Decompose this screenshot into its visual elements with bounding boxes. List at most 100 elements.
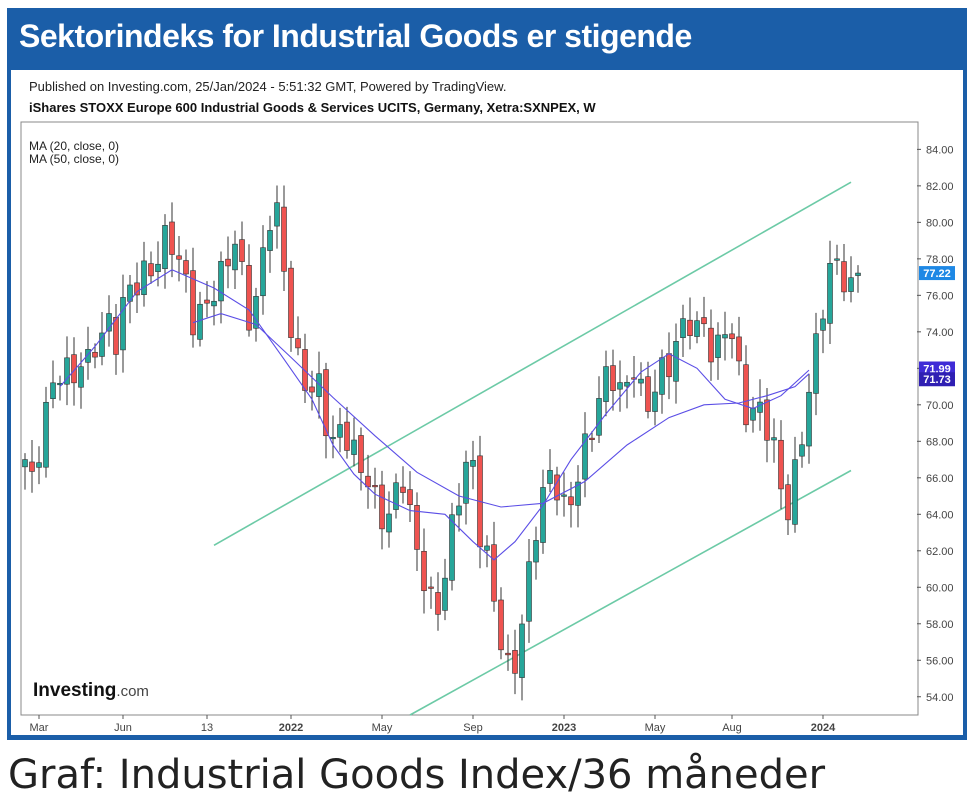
x-tick-label: 13	[201, 722, 213, 734]
x-tick-label: 2023	[552, 722, 576, 734]
candle-down	[743, 364, 749, 426]
y-tick-label: 80.00	[926, 217, 954, 229]
candle-up	[624, 381, 630, 387]
candle-up	[456, 505, 462, 516]
candle-up	[519, 623, 525, 678]
candlestick-chart[interactable]: 84.0082.0080.0078.0076.0074.0072.0070.00…	[11, 70, 963, 735]
candle-up	[330, 436, 336, 440]
candle-down	[435, 592, 441, 615]
candle-down	[631, 377, 637, 380]
candle-down	[400, 486, 406, 493]
candle-down	[372, 485, 378, 488]
y-tick-label: 70.00	[926, 400, 954, 412]
candle-up	[260, 247, 266, 297]
candle-up	[799, 444, 805, 457]
candle-down	[610, 365, 616, 391]
candle-up	[141, 260, 147, 295]
candle-up	[652, 391, 658, 412]
candle-up	[673, 341, 679, 382]
candle-down	[729, 333, 735, 340]
candle-up	[757, 401, 763, 413]
y-tick-label: 64.00	[926, 509, 954, 521]
x-tick-label: 2024	[811, 722, 836, 734]
ma20-line	[59, 269, 810, 561]
candle-down	[71, 354, 77, 384]
candle-up	[638, 378, 644, 384]
candle-up	[449, 514, 455, 581]
candle-up	[750, 408, 756, 421]
indicator-label: MA (50, close, 0)	[29, 152, 119, 166]
x-tick-label: Jun	[114, 722, 132, 734]
candle-up	[470, 460, 476, 467]
candle-up	[540, 487, 546, 543]
candle-down	[344, 421, 350, 451]
candle-down	[841, 261, 847, 293]
y-tick-label: 82.00	[926, 181, 954, 193]
candle-up	[547, 470, 553, 484]
candle-up	[267, 230, 273, 251]
y-tick-label: 62.00	[926, 546, 954, 558]
x-tick-label: May	[645, 722, 666, 734]
candle-up	[827, 263, 833, 324]
candle-down	[246, 265, 252, 331]
candle-down	[428, 586, 434, 589]
y-tick-label: 56.00	[926, 655, 954, 667]
y-tick-label: 78.00	[926, 254, 954, 266]
price-label: 71.73	[923, 374, 951, 386]
logo-text: Investing	[33, 680, 116, 701]
y-tick-label: 76.00	[926, 290, 954, 302]
candle-up	[211, 300, 217, 307]
price-label: 77.22	[923, 268, 951, 280]
candle-down	[183, 260, 189, 275]
price-label-box	[919, 372, 955, 387]
candle-up	[575, 481, 581, 506]
y-tick-label: 68.00	[926, 436, 954, 448]
candle-down	[288, 267, 294, 338]
candle-up	[99, 332, 105, 357]
instrument-name: iShares STOXX Europe 600 Industrial Good…	[29, 100, 596, 115]
candle-down	[323, 369, 329, 437]
candle-down	[29, 461, 35, 472]
candle-down	[701, 317, 707, 325]
y-tick-label: 60.00	[926, 582, 954, 594]
candle-up	[561, 494, 567, 497]
investing-logo: Investing.com	[33, 680, 149, 701]
candle-down	[302, 349, 308, 391]
candle-down	[708, 327, 714, 363]
candle-up	[659, 357, 665, 395]
price-label-box	[919, 266, 955, 281]
candle-up	[715, 334, 721, 358]
candle-down	[645, 376, 651, 412]
candle-down	[407, 489, 413, 505]
candle-down	[505, 652, 511, 656]
candle-up	[253, 296, 259, 329]
candle-up	[484, 545, 490, 551]
candle-up	[50, 382, 56, 399]
candle-up	[316, 373, 322, 397]
candle-down	[281, 206, 287, 272]
candle-up	[120, 297, 126, 351]
channel-lower-line	[409, 469, 852, 716]
candle-up	[533, 540, 539, 563]
x-tick-label: Aug	[722, 722, 742, 734]
candle-up	[526, 561, 532, 622]
candle-up	[820, 318, 826, 331]
candle-up	[43, 401, 49, 468]
candle-down	[169, 221, 175, 255]
candle-down	[687, 319, 693, 336]
candle-up	[680, 318, 686, 339]
candle-down	[176, 255, 182, 260]
candle-down	[239, 239, 245, 262]
channel-upper-line	[213, 181, 852, 547]
candle-down	[148, 263, 154, 277]
x-tick-label: Sep	[463, 722, 483, 734]
candle-up	[813, 333, 819, 394]
x-tick-label: 2022	[279, 722, 303, 734]
candle-up	[596, 398, 602, 436]
candle-up	[393, 482, 399, 510]
chart-frame: Sektorindeks for Industrial Goods er sti…	[7, 8, 967, 740]
candle-up	[162, 225, 168, 270]
candle-down	[113, 316, 119, 355]
candle-down	[295, 338, 301, 349]
page-title: Sektorindeks for Industrial Goods er sti…	[19, 18, 692, 54]
